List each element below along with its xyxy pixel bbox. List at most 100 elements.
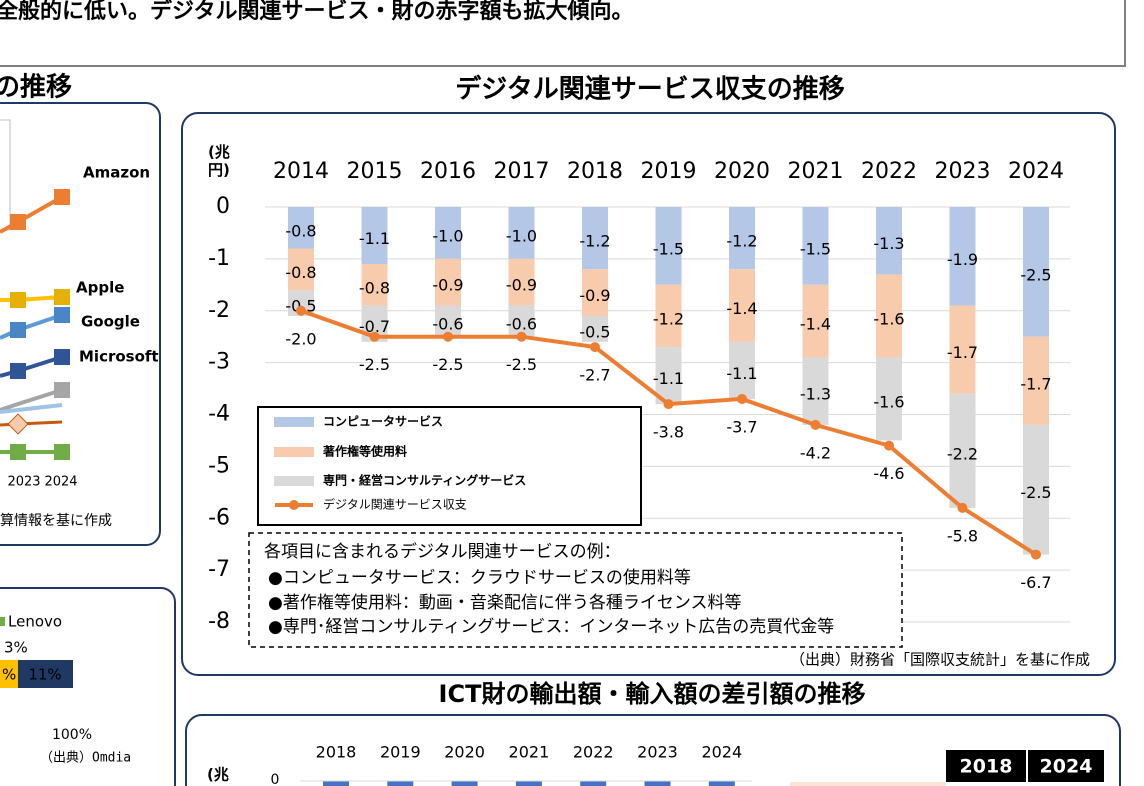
data-label: -6.7 xyxy=(1020,573,1051,592)
bar-top xyxy=(644,781,671,786)
table-header: 2024 xyxy=(1040,756,1093,778)
data-label: -1.2 xyxy=(726,232,757,251)
data-label: -0.9 xyxy=(432,276,463,295)
line-marker xyxy=(1031,549,1041,560)
legend-label: 著作権等使用料 xyxy=(322,444,407,459)
bar-segment xyxy=(876,274,902,358)
data-label: -1.0 xyxy=(506,226,537,245)
bar-segment xyxy=(435,305,461,337)
data-label: -0.6 xyxy=(506,315,537,334)
y-tick-label: -1 xyxy=(208,246,230,271)
data-label: -1.2 xyxy=(653,309,684,328)
series-label: Microsoft xyxy=(79,348,159,366)
y-tick-label: 0 xyxy=(271,772,280,786)
segment xyxy=(18,660,73,688)
x-tick-label: 2017 xyxy=(494,159,550,184)
line-marker xyxy=(737,393,747,404)
bar-top xyxy=(708,781,735,786)
label: 100% xyxy=(52,727,92,743)
notes-title: 各項目に含まれるデジタル関連サービスの例： xyxy=(264,541,621,562)
bar-segment xyxy=(582,207,608,270)
legend-swatch xyxy=(274,417,314,427)
bar-top xyxy=(451,781,478,786)
bar-segment xyxy=(288,207,314,249)
x-tick-label: 2024 xyxy=(701,743,742,762)
y-axis-label: (兆円) xyxy=(208,143,230,179)
microsoft-marker xyxy=(10,363,26,379)
chart-title: デジタル関連サービス収支の推移 xyxy=(455,74,844,105)
bar-segment xyxy=(508,258,535,306)
chart-box xyxy=(185,714,1121,786)
data-label: -0.8 xyxy=(359,278,390,297)
bar-segment xyxy=(361,264,388,306)
line-marker xyxy=(884,440,894,451)
x-tick-label: 2016 xyxy=(420,159,476,184)
bar-segment xyxy=(949,393,976,508)
bar-segment xyxy=(876,207,902,275)
bar-segment xyxy=(802,207,829,285)
data-label: -0.8 xyxy=(285,221,316,240)
bar-segment xyxy=(435,258,461,306)
data-label: -1.7 xyxy=(947,343,978,362)
note: ●コンピュータサービス：クラウドサービスの使用料等 xyxy=(268,567,691,588)
y-tick-label: -3 xyxy=(208,350,230,375)
data-label: -0.7 xyxy=(359,317,390,336)
line-marker xyxy=(590,342,600,353)
y-tick-label: 0 xyxy=(216,194,230,219)
chart-title: ICT財の輸出額・輸入額の差引額の推移 xyxy=(439,680,866,708)
header-box xyxy=(0,0,1126,67)
other-line xyxy=(0,388,63,412)
x-tick-label: 2015 xyxy=(347,159,403,184)
bar-segment xyxy=(729,341,755,399)
data-label: -1.1 xyxy=(359,229,390,248)
legend: コンピュータサービス著作権等使用料専門・経営コンサルティングサービスデジタル関連… xyxy=(274,414,526,512)
x-label: 2023 xyxy=(7,475,40,490)
x-tick-label: 2024 xyxy=(1008,159,1064,184)
source: 算情報を基に作成 xyxy=(0,512,112,529)
data-label: -1.3 xyxy=(873,234,904,253)
legend-label: コンピュータサービス xyxy=(323,414,443,429)
other-line xyxy=(0,403,63,414)
data-label: -1.0 xyxy=(432,226,463,245)
table-header-cell xyxy=(946,750,1026,782)
data-label: -2.2 xyxy=(947,444,978,463)
legend-box xyxy=(257,406,642,526)
data-label: -0.9 xyxy=(506,276,537,295)
data-label: -1.4 xyxy=(800,315,831,334)
line-marker xyxy=(810,419,821,430)
other-marker xyxy=(54,444,70,460)
data-label: -1.6 xyxy=(873,309,904,328)
bar-segment xyxy=(876,357,902,441)
y-axis-label: (兆 xyxy=(207,766,229,784)
data-label: -0.8 xyxy=(285,263,316,282)
table-header: 2018 xyxy=(960,756,1013,778)
data-label: -2.5 xyxy=(359,355,390,374)
data-label: -1.5 xyxy=(800,239,831,258)
y-tick-label: -7 xyxy=(208,557,230,582)
data-label: -4.2 xyxy=(800,443,831,462)
bar-segment xyxy=(655,207,682,285)
bar-top xyxy=(387,781,414,786)
data-label: -3.8 xyxy=(653,423,684,442)
bar-segment xyxy=(949,305,976,394)
label: 11% xyxy=(28,666,61,684)
bar-top xyxy=(580,781,607,786)
bar-segment xyxy=(582,315,608,342)
data-label: -0.5 xyxy=(579,322,610,341)
left-lines xyxy=(0,189,70,460)
apple-marker xyxy=(10,292,26,308)
apple-marker xyxy=(54,289,70,305)
legend-label: デジタル関連サービス収支 xyxy=(323,497,467,512)
x-label: 2024 xyxy=(44,475,77,490)
data-label: -1.1 xyxy=(653,369,684,388)
line-marker xyxy=(369,331,380,342)
table-cell xyxy=(790,782,946,786)
bar-segment xyxy=(802,284,829,358)
line-marker xyxy=(957,502,968,513)
bar-segment xyxy=(1023,336,1049,425)
y-tick-label: -4 xyxy=(208,402,230,427)
data-label: -1.7 xyxy=(1020,374,1051,393)
bar-top xyxy=(515,781,542,786)
label: 3% xyxy=(4,639,28,657)
